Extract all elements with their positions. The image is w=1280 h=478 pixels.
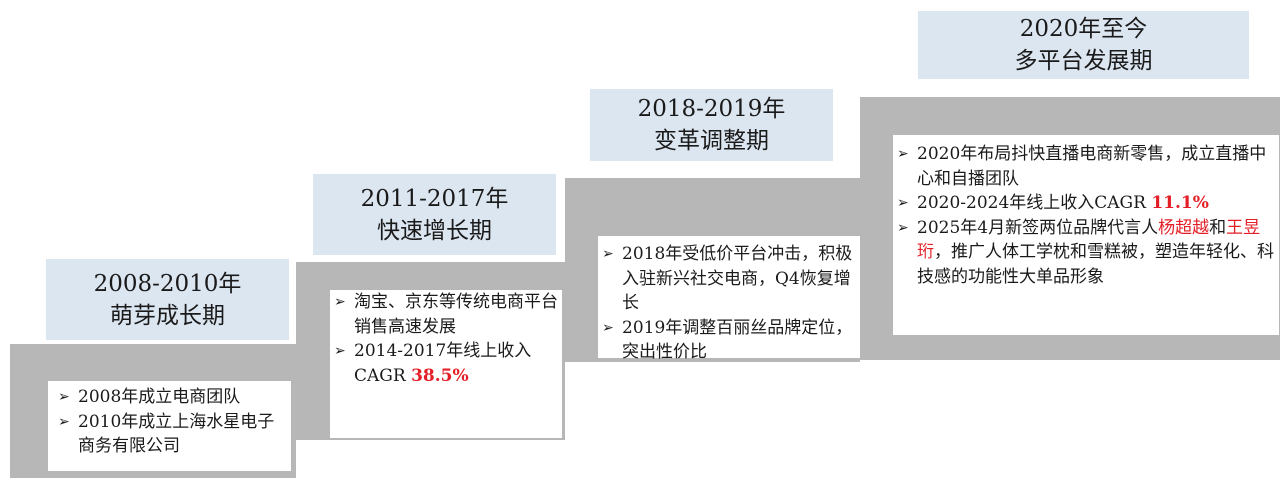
stage-2-details: ➢ 淘宝、京东等传统电商平台销售高速发展 ➢ 2014-2017年线上收入CAGR … <box>330 290 562 438</box>
spokesperson-name: 王昱珩 <box>917 217 1261 263</box>
cagr-value: 38.5% <box>411 365 469 386</box>
stage-1-name: 萌芽成长期 <box>110 302 225 329</box>
list-item: ➢ 2020-2024年线上收入CAGR 11.1% <box>897 191 1279 216</box>
stage-4-details: ➢ 2020年布局抖快直播电商新零售，成立直播中心和自播团队 ➢ 2020-2024… <box>893 135 1279 335</box>
stage-3-details: ➢ 2018年受低价平台冲击，积极入驻新兴社交电商，Q4恢复增长 ➢ 2019年调整… <box>598 236 860 362</box>
list-item: ➢ 2018年受低价平台冲击，积极入驻新兴社交电商，Q4恢复增长 <box>602 244 853 313</box>
arrow-bullet-icon: ➢ <box>334 343 346 359</box>
list-item: ➢ 2014-2017年线上收入CAGR 38.5% <box>334 341 532 386</box>
stage-4-title: 2020年至今 多平台发展期 <box>918 11 1249 79</box>
stage-1-years: 2008-2010年 <box>93 270 242 297</box>
arrow-bullet-icon: ➢ <box>58 413 70 430</box>
stage-3-name: 变革调整期 <box>654 128 769 154</box>
stage-1-details: ➢ 2008年成立电商团队 ➢ 2010年成立上海水星电子商务有限公司 <box>48 381 291 471</box>
arrow-bullet-icon: ➢ <box>897 195 909 211</box>
stage-2-name: 快速增长期 <box>377 217 492 244</box>
arrow-bullet-icon: ➢ <box>602 319 614 336</box>
cagr-value: 11.1% <box>1151 193 1209 213</box>
list-item: ➢ 淘宝、京东等传统电商平台销售高速发展 <box>334 292 558 337</box>
stage-3-years: 2018-2019年 <box>637 96 786 122</box>
arrow-bullet-icon: ➢ <box>334 294 346 310</box>
stage-2-years: 2011-2017年 <box>360 185 509 212</box>
stage-4-years: 2020年至今 <box>1019 16 1148 42</box>
stage-3-title: 2018-2019年 变革调整期 <box>590 89 833 161</box>
list-item: ➢ 2010年成立上海水星电子商务有限公司 <box>58 411 275 457</box>
arrow-bullet-icon: ➢ <box>897 146 909 162</box>
list-item: ➢ 2019年调整百丽丝品牌定位，突出性价比 <box>602 317 853 363</box>
list-item: ➢ 2025年4月新签两位品牌代言人杨超越和王昱珩，推广人体工学枕和雪糕被，塑造年… <box>897 217 1274 287</box>
arrow-bullet-icon: ➢ <box>602 246 614 262</box>
list-item: ➢ 2020年布局抖快直播电商新零售，成立直播中心和自播团队 <box>897 144 1267 189</box>
stage-1-title: 2008-2010年 萌芽成长期 <box>46 259 289 340</box>
arrow-bullet-icon: ➢ <box>897 219 909 236</box>
arrow-bullet-icon: ➢ <box>58 389 70 405</box>
stage-2-title: 2011-2017年 快速增长期 <box>313 174 556 255</box>
stage-4-name: 多平台发展期 <box>1014 48 1153 74</box>
spokesperson-name: 杨超越 <box>1158 217 1210 238</box>
list-item: ➢ 2008年成立电商团队 <box>58 385 291 410</box>
